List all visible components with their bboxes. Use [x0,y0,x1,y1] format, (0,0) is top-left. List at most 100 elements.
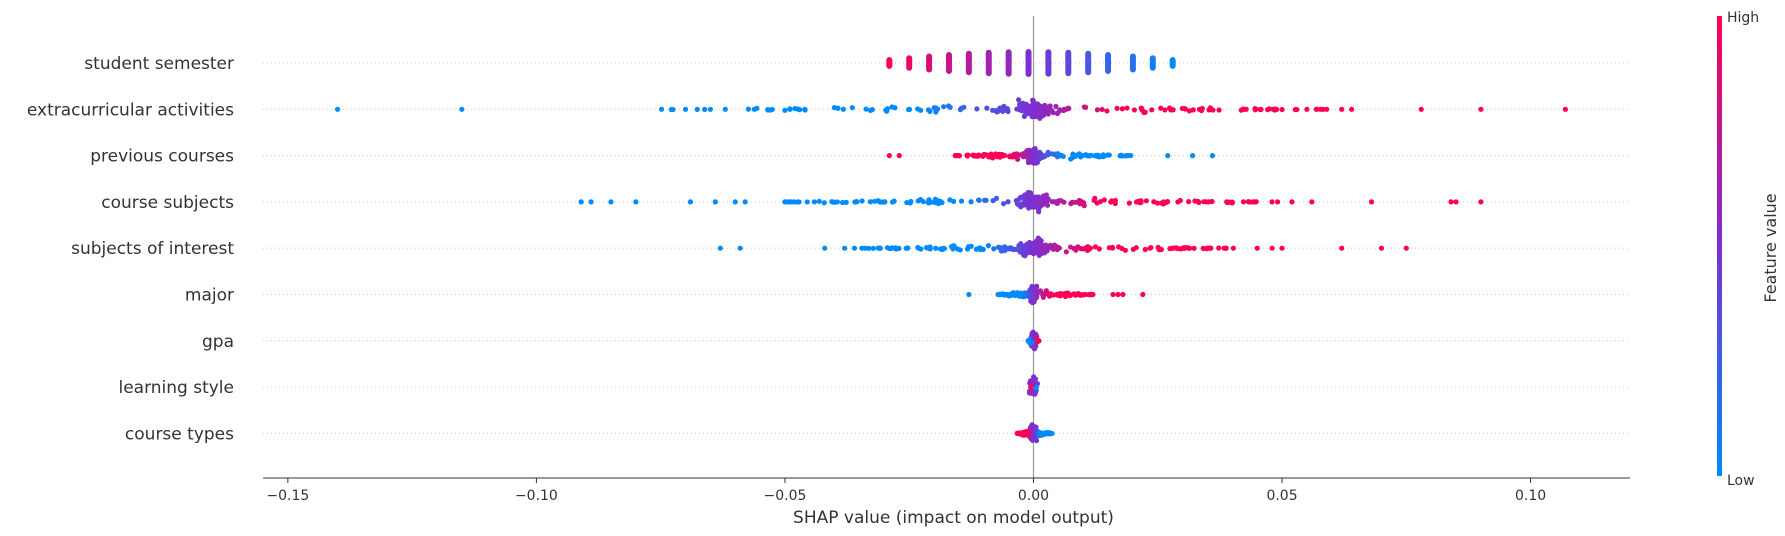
shap-point [1192,198,1198,204]
shap-point [1043,192,1050,198]
shap-point [1126,200,1132,206]
shap-point [1023,243,1029,250]
shap-point [999,291,1005,297]
shap-point [1096,246,1102,252]
shap-point [1120,291,1126,298]
feature-label: subjects of interest [71,239,234,259]
shap-point [1049,292,1056,298]
shap-point [1418,106,1424,112]
shap-point-cluster [1129,53,1136,73]
shap-point [1216,107,1222,113]
shap-point [903,245,909,251]
shap-point [926,200,932,206]
shap-point [816,198,822,204]
feature-label: learning style [118,378,234,398]
feature-row-points [717,235,1409,259]
shap-point [1240,199,1247,205]
shap-point [990,155,996,161]
shap-point [1119,106,1125,112]
shap-point [1186,199,1192,205]
shap-point [1182,106,1188,112]
shap-point [1071,153,1077,159]
shap-point [1209,153,1216,159]
shap-point [1050,246,1057,252]
shap-point [1056,108,1062,114]
shap-point [1030,382,1036,388]
shap-point [794,199,800,205]
feature-label: course subjects [101,193,234,213]
shap-point [1274,106,1280,112]
shap-point [1162,107,1168,113]
shap-point [786,199,792,205]
shap-point [990,107,996,113]
shap-point [1114,105,1120,111]
shap-point [1069,199,1076,206]
shap-point [1304,106,1310,112]
feature-label: student semester [84,54,234,74]
shap-point [1042,103,1048,109]
shap-point [1020,154,1026,160]
shap-point [1177,197,1183,204]
shap-point [782,199,788,205]
shap-point [1269,245,1275,251]
shap-point [867,107,874,113]
shap-point [834,199,841,205]
shap-point [1015,156,1021,162]
shap-point [1167,246,1173,252]
shap-point [765,107,771,113]
shap-point [702,106,708,112]
shap-point [1349,106,1355,112]
shap-point [894,246,900,252]
shap-point-cluster [1085,50,1092,76]
shap-point [769,106,775,113]
feature-row-points [578,189,1484,215]
shap-point [1065,105,1071,111]
shap-point [1279,106,1285,113]
shap-point [1058,152,1064,159]
shap-point [1088,152,1094,158]
x-tick-label: −0.10 [515,488,558,504]
shap-point [1139,107,1145,113]
shap-point [742,199,748,205]
shap-point [1279,245,1285,251]
shap-point [1039,201,1046,207]
shap-point [1068,156,1074,162]
shap-point [933,109,939,115]
shap-point [1309,199,1315,205]
shap-point [1196,199,1202,206]
shap-point [1165,153,1171,159]
shap-point [1104,108,1110,114]
shap-point [822,245,828,251]
shap-point [1448,199,1454,205]
shap-point [1181,244,1187,251]
shap-point [947,197,953,203]
shap-point [732,199,738,205]
shap-point [1131,107,1138,113]
x-axis-title: SHAP value (impact on model output) [793,508,1114,528]
shap-point [1142,246,1148,253]
shap-point [1046,245,1052,252]
shap-point [915,106,921,112]
feature-row-points [1026,374,1041,397]
shap-point [1051,151,1057,158]
feature-row-points [1025,329,1042,352]
shap-point [1092,153,1098,159]
shap-point [334,106,341,112]
shap-point [1054,200,1060,206]
shap-point [849,105,855,111]
shap-point [830,199,837,205]
shap-point [754,105,760,111]
shap-point [1032,146,1038,152]
shap-point [1155,244,1161,250]
shap-point [892,105,898,111]
shap-point [1005,199,1011,205]
shap-point [1032,152,1038,158]
shap-point [886,153,892,159]
shap-point [925,107,932,113]
shap-point [1063,249,1069,255]
shap-point [891,198,897,204]
shap-point [1190,107,1196,113]
shap-point [853,198,860,205]
shap-point [941,245,947,252]
